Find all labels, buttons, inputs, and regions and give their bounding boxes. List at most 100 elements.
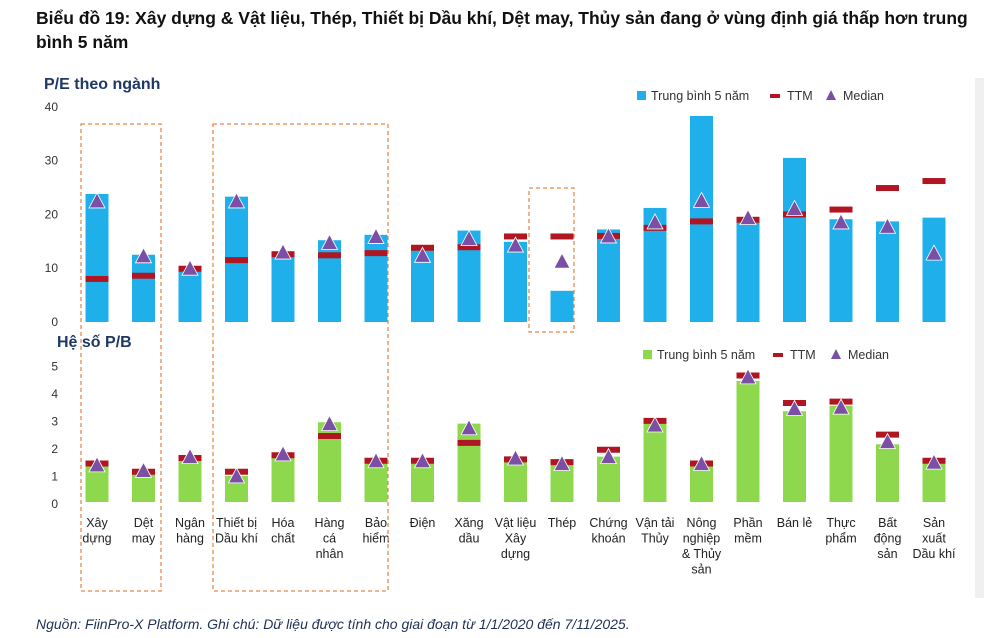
pb-mark-median — [413, 451, 432, 469]
pe-mark-ttm — [876, 185, 899, 192]
pb-legend-label: TTM — [790, 348, 816, 362]
x-axis-label: Xây — [505, 532, 527, 546]
pe-legend-swatch-avg — [637, 91, 646, 100]
pe-ytick-label: 30 — [45, 154, 59, 168]
pe-bar-avg — [550, 290, 574, 322]
x-axis-label: Dệt — [134, 516, 154, 530]
pb-mark-median — [646, 416, 664, 433]
pe-mark-median — [692, 191, 711, 208]
pb-bar-avg — [829, 405, 853, 502]
pb-bar-avg — [318, 422, 341, 502]
pe-bar-avg — [783, 157, 806, 322]
pb-bar-avg — [690, 466, 713, 502]
x-axis-label: Sản — [923, 516, 945, 530]
x-axis-label: Bảo — [365, 516, 387, 530]
x-axis-label: dựng — [501, 547, 530, 561]
x-axis-label: Thiết bị — [216, 516, 257, 530]
pb-mark-median — [227, 467, 246, 484]
pe-mark-median — [553, 252, 571, 269]
pb-bar-avg — [736, 381, 760, 502]
pe-ytick-label: 10 — [45, 261, 59, 275]
pe-bar-avg — [364, 234, 388, 322]
pe-mark-ttm — [364, 250, 388, 257]
pe-ytick-label: 20 — [45, 207, 59, 221]
pb-ytick-label: 2 — [51, 442, 58, 456]
pe-mark-ttm — [457, 244, 481, 251]
pe-bar-avg — [457, 230, 481, 322]
pb-legend-label: Median — [848, 348, 889, 362]
pb-mark-median — [692, 454, 711, 471]
pb-bar-avg — [178, 455, 202, 502]
pb-bar-avg — [597, 456, 620, 502]
x-axis-label: dựng — [82, 532, 111, 546]
pb-mark-median — [367, 451, 385, 469]
pb-bar-avg — [876, 444, 899, 502]
pb-mark-median — [274, 445, 292, 462]
pb-bar-avg — [504, 459, 527, 502]
x-axis-label: khoán — [591, 532, 625, 546]
pe-mark-ttm — [829, 206, 853, 213]
pe-mark-median — [739, 208, 757, 226]
pb-mark-median — [925, 453, 943, 470]
pe-mark-median — [367, 227, 385, 244]
x-axis-label: Nông — [687, 516, 717, 530]
pe-mark-median — [599, 227, 618, 244]
pe-bar-avg — [597, 229, 620, 322]
pb-legend-swatch-median — [831, 349, 841, 359]
pe-bar-avg — [318, 240, 341, 322]
x-axis-label: nhân — [316, 547, 344, 561]
pe-bar-avg — [643, 207, 667, 322]
x-axis-label: Dầu khí — [912, 547, 956, 561]
pb-mark-median — [785, 399, 804, 416]
pb-bar-avg — [550, 463, 574, 502]
pe-bar-avg — [85, 193, 109, 322]
pe-ytick-label: 0 — [51, 315, 58, 329]
highlight-box-steel — [528, 187, 575, 333]
pb-mark-ttm — [318, 433, 341, 439]
pb-mark-median — [553, 454, 571, 471]
pb-mark-ttm — [457, 439, 481, 446]
pb-mark-median — [506, 449, 525, 466]
pe-legend-label: Median — [843, 89, 884, 103]
pe-mark-median — [227, 192, 246, 209]
x-axis-label: & Thủy — [682, 547, 722, 561]
x-axis-label: Điện — [410, 516, 436, 530]
pe-bar-avg — [829, 219, 853, 322]
pb-bar-avg — [271, 452, 295, 502]
highlight-box-equipment-insurance — [212, 123, 389, 592]
pb-legend-swatch-ttm — [773, 353, 783, 357]
pe-mark-median — [320, 233, 339, 250]
pe-bar-avg — [504, 241, 527, 322]
x-axis-label: Vật liệu — [495, 516, 537, 530]
side-strip — [975, 78, 984, 598]
pe-mark-ttm — [550, 233, 574, 240]
pe-mark-ttm — [318, 252, 341, 259]
pe-axis-title: P/E theo ngành — [44, 76, 160, 93]
pe-bar-avg — [132, 254, 155, 322]
pb-mark-median — [88, 456, 106, 473]
pe-mark-median — [413, 246, 432, 263]
pe-ytick-label: 40 — [45, 100, 59, 114]
chart-title: Biểu đồ 19: Xây dựng & Vật liệu, Thép, T… — [36, 8, 968, 52]
x-axis-label: mềm — [734, 532, 762, 546]
pb-bar-avg — [643, 423, 667, 502]
x-axis-label: Phần — [733, 516, 762, 530]
pe-mark-median — [181, 259, 199, 276]
pe-mark-ttm — [132, 272, 155, 279]
x-axis-label: Bất — [878, 516, 897, 530]
pb-ytick-label: 4 — [51, 387, 58, 401]
x-axis-label: phẩm — [825, 532, 856, 546]
pb-bar-avg — [922, 462, 946, 502]
pe-mark-ttm — [225, 257, 248, 264]
pe-mark-median — [506, 236, 525, 253]
pe-legend-label: TTM — [787, 89, 813, 103]
pe-mark-ttm — [690, 218, 713, 225]
pe-bar-avg — [271, 252, 295, 322]
x-axis-label: Ngân — [175, 516, 205, 530]
pb-ytick-label: 1 — [51, 470, 58, 484]
pe-bar-avg — [736, 220, 760, 322]
x-axis-label: xuất — [922, 532, 946, 546]
x-axis-label: Thực — [826, 516, 855, 530]
x-axis-label: Bán lẻ — [777, 516, 812, 530]
pe-mark-median — [88, 192, 106, 209]
